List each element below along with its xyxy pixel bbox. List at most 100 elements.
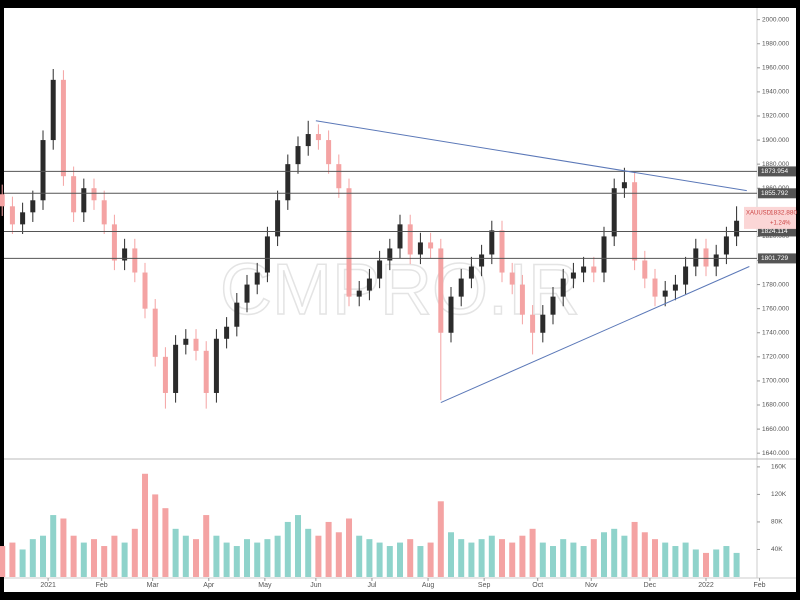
trendline — [315, 120, 747, 192]
volume-bar — [560, 539, 567, 577]
candle-body — [356, 290, 362, 297]
volume-bar — [580, 546, 587, 577]
candle-body — [723, 236, 729, 255]
volume-bar — [672, 546, 679, 577]
candle-body — [489, 230, 495, 255]
candle-body — [438, 248, 444, 333]
candle-body — [662, 290, 668, 297]
y-tick-label: 1640.000 — [762, 450, 789, 457]
volume-bar — [499, 539, 506, 577]
y-tick-label: 1660.000 — [762, 426, 789, 433]
x-tick-label: 2022 — [698, 582, 714, 589]
volume-bar — [111, 535, 118, 577]
candle-body — [50, 79, 56, 141]
x-tick-label: Feb — [96, 582, 108, 589]
level-label-box — [758, 166, 796, 177]
candle-body — [428, 242, 434, 249]
symbol-box — [744, 206, 796, 229]
volume-bar — [376, 542, 383, 577]
volume-bar — [488, 535, 495, 577]
volume-bar — [713, 549, 720, 577]
volume-bar — [519, 535, 526, 577]
y-tick-label: 1700.000 — [762, 378, 789, 385]
volume-bar — [223, 542, 230, 577]
x-tick-label: Sep — [478, 582, 491, 589]
candle-body — [91, 188, 97, 201]
y-tick-label: 2000.000 — [762, 16, 789, 23]
candle-body — [530, 314, 536, 333]
volume-bar — [152, 494, 159, 577]
candle-body — [152, 308, 158, 357]
candle-body — [519, 284, 525, 315]
volume-bar — [692, 549, 699, 577]
candle-body — [642, 260, 648, 279]
candle-body — [499, 230, 505, 273]
level-label: 1801.729 — [761, 255, 788, 262]
volume-bar — [611, 528, 618, 577]
x-tick-label: Aug — [422, 582, 435, 589]
y-tick-label: 1880.000 — [762, 161, 789, 168]
level-label-box — [758, 188, 796, 199]
volume-bar — [305, 528, 312, 577]
volume-bar — [284, 521, 291, 577]
volume-bar — [162, 508, 169, 577]
candle-body — [285, 164, 291, 201]
volume-bar — [478, 539, 485, 577]
volume-bar — [193, 539, 200, 577]
volume-tick-label: 40K — [771, 546, 783, 553]
candle-body — [142, 272, 148, 309]
volume-bar — [550, 546, 557, 577]
volume-bar — [335, 532, 342, 577]
volume-bar — [448, 532, 455, 577]
candle-body — [509, 272, 515, 285]
candle-body — [275, 200, 281, 237]
candle-body — [203, 350, 209, 393]
y-tick-label: 1960.000 — [762, 65, 789, 72]
x-tick-label: Jun — [310, 582, 321, 589]
volume-bar — [529, 528, 536, 577]
candle-body — [611, 188, 617, 237]
x-tick-label: May — [258, 582, 272, 589]
candle-body — [417, 242, 423, 255]
x-tick-label: Jul — [367, 582, 376, 589]
volume-bar — [601, 532, 608, 577]
volume-bar — [458, 539, 465, 577]
candle-body — [683, 266, 689, 285]
candle-body — [693, 248, 699, 267]
candle-body — [479, 254, 485, 267]
candle-body — [448, 296, 454, 333]
y-tick-label: 1820.000 — [762, 233, 789, 240]
x-tick-label: Dec — [644, 582, 657, 589]
volume-bar — [244, 539, 251, 577]
candle-body — [244, 284, 250, 303]
candle-body — [295, 146, 301, 165]
volume-bar — [539, 542, 546, 577]
candle-body — [581, 266, 587, 273]
chart-background — [4, 8, 796, 592]
candle-body — [20, 212, 26, 225]
y-tick-label: 1760.000 — [762, 305, 789, 312]
volume-bar — [407, 539, 414, 577]
candle-body — [81, 188, 87, 213]
volume-bar — [652, 539, 659, 577]
candle-body — [377, 260, 383, 279]
candle-body — [224, 326, 230, 339]
volume-bar — [101, 546, 108, 577]
candle-body — [111, 224, 117, 261]
level-label: 1855.792 — [761, 190, 788, 197]
candle-body — [132, 248, 138, 273]
candle-body — [122, 248, 128, 261]
volume-bar — [346, 518, 353, 577]
volume-bar — [417, 546, 424, 577]
volume-bar — [590, 539, 597, 577]
x-tick-label: Mar — [147, 582, 160, 589]
candle-body — [397, 224, 403, 249]
volume-bar — [641, 532, 648, 577]
candle-body — [40, 140, 46, 201]
volume-bar — [142, 473, 149, 577]
level-label-box — [758, 226, 796, 237]
candle-body — [540, 314, 546, 333]
candle-body — [550, 296, 556, 315]
